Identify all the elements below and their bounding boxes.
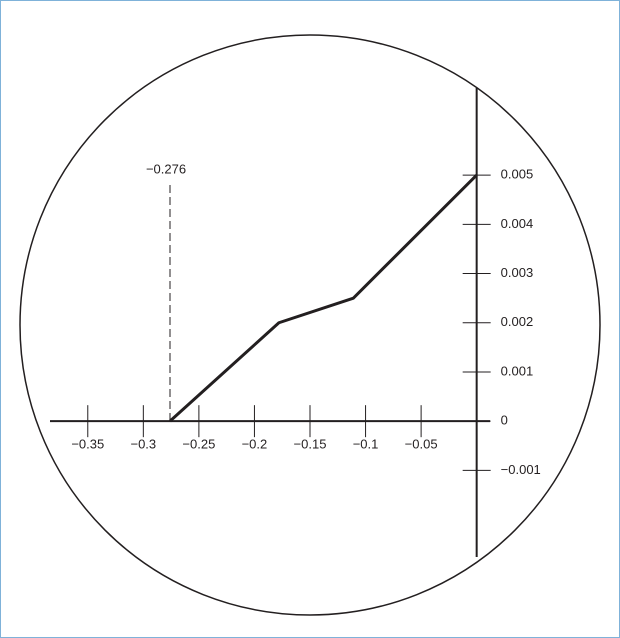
y-tick-label: 0.004 <box>501 216 534 231</box>
x-tick-label: −0.2 <box>242 437 268 452</box>
y-tick-label: 0.005 <box>501 167 534 182</box>
y-tick-label: 0.003 <box>501 265 534 280</box>
x-tick-label: −0.05 <box>405 437 438 452</box>
x-tick-label: −0.35 <box>71 437 104 452</box>
x-tick-label: −0.15 <box>294 437 327 452</box>
data-line <box>168 174 478 423</box>
y-tick-label: −0.001 <box>501 462 541 477</box>
x-tick-label: −0.1 <box>353 437 379 452</box>
annotation-label: −0.276 <box>146 161 186 176</box>
magnifier-circle <box>19 34 601 616</box>
y-tick-label: 0 <box>501 413 508 428</box>
x-tick-label: −0.25 <box>182 437 215 452</box>
y-tick-label: 0.002 <box>501 314 534 329</box>
x-tick-label: −0.3 <box>130 437 156 452</box>
y-tick-label: 0.001 <box>501 363 534 378</box>
